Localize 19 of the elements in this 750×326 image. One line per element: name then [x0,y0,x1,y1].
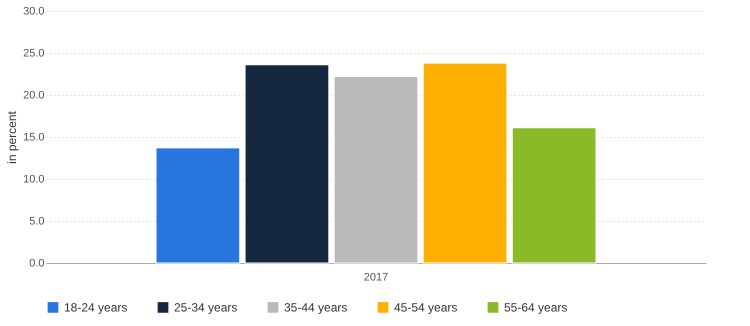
bar [244,64,330,264]
x-tick-label: 2017 [364,272,388,284]
y-tick-label: 30.0 [23,6,44,18]
legend-label: 55-64 years [504,300,568,314]
bar [422,62,508,264]
legend-label: 35-44 years [284,300,348,314]
y-tick-label: 0.0 [29,258,44,270]
y-tick-label: 5.0 [29,216,44,228]
y-tick-label: 10.0 [23,174,44,186]
legend-label: 18-24 years [64,300,128,314]
y-axis-title: in percent [5,110,20,164]
bar [512,127,596,264]
y-tick-label: 20.0 [23,90,44,102]
y-tick-label: 15.0 [23,132,44,144]
bar [156,147,240,264]
legend-label: 45-54 years [394,300,458,314]
legend-label: 25-34 years [174,300,238,314]
y-tick-label: 25.0 [23,48,44,60]
bar [334,76,418,264]
